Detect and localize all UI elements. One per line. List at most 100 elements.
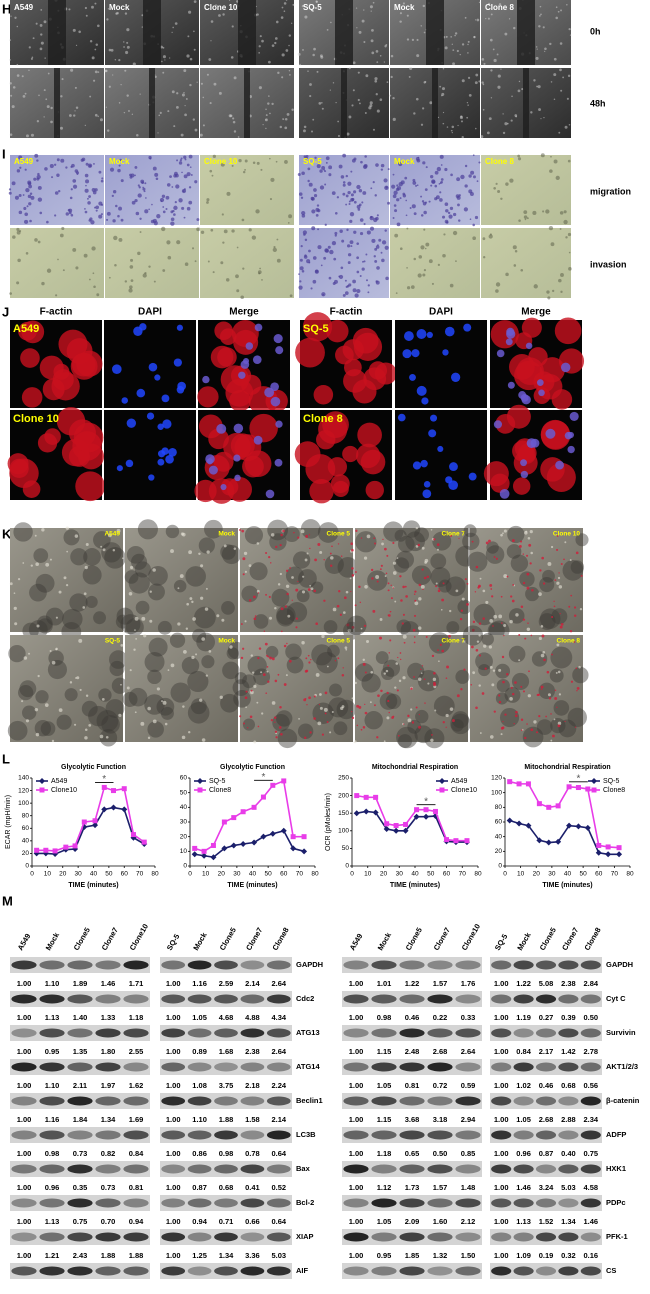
cell-texture — [394, 233, 399, 238]
cell-texture — [95, 205, 100, 210]
cell-texture — [513, 26, 516, 30]
cell-texture — [321, 733, 324, 736]
x-tick-label: 40 — [249, 871, 257, 878]
cell-texture — [460, 174, 465, 180]
x-tick-label: 30 — [396, 871, 404, 878]
cell-texture — [228, 114, 232, 118]
cell-texture — [275, 20, 279, 24]
cell-texture — [317, 209, 321, 213]
cell-texture — [71, 163, 75, 168]
y-tick-label: 50 — [342, 845, 350, 852]
cell-texture — [536, 48, 538, 50]
cell-texture — [336, 196, 340, 199]
cell-texture — [392, 571, 397, 575]
cell-texture — [468, 174, 472, 178]
cell-texture — [21, 75, 24, 78]
cell-texture — [442, 349, 449, 356]
cell-texture — [313, 589, 317, 593]
wound-gap — [143, 0, 161, 65]
cell-texture — [311, 197, 315, 201]
cell-texture — [467, 76, 471, 79]
cell-texture — [176, 159, 179, 162]
cell-texture — [538, 714, 541, 718]
cell-texture — [121, 557, 124, 560]
cell-texture — [474, 81, 478, 85]
cell-texture — [478, 664, 491, 677]
density-value: 2.34 — [583, 1115, 598, 1124]
cell-texture — [160, 706, 174, 720]
x-tick-label: 0 — [30, 871, 34, 878]
cell-texture — [207, 260, 210, 263]
cell-texture — [94, 48, 97, 51]
density-value: 0.72 — [433, 1081, 448, 1090]
cell-texture — [288, 659, 292, 663]
cell-texture — [363, 556, 368, 560]
cell-texture — [414, 599, 417, 602]
cell-texture — [559, 228, 562, 230]
cell-texture — [179, 159, 182, 162]
x-tick-label: 70 — [136, 871, 144, 878]
cell-texture — [356, 242, 360, 245]
blot-band — [399, 1062, 425, 1072]
cell-texture — [502, 113, 504, 115]
cell-texture — [396, 619, 412, 635]
cell-texture — [432, 677, 437, 682]
cell-texture — [490, 69, 493, 72]
cell-texture — [306, 704, 308, 706]
density-value: 3.24 — [539, 1183, 554, 1192]
cell-texture — [396, 689, 399, 692]
cell-texture — [450, 372, 461, 382]
cell-texture — [61, 226, 65, 231]
cell-texture — [283, 2, 287, 5]
cell-texture — [472, 671, 476, 675]
protein-label: Beclin1 — [296, 1096, 323, 1105]
cell-texture — [538, 108, 541, 111]
blot-band — [214, 1028, 238, 1038]
cell-texture — [174, 22, 178, 25]
blot-band — [580, 960, 601, 970]
cell-texture — [402, 520, 421, 538]
blot-band — [513, 960, 534, 970]
cell-texture — [365, 480, 384, 500]
data-point — [555, 838, 562, 845]
cell-texture — [514, 681, 517, 684]
cell-texture — [354, 293, 359, 298]
cell-texture — [183, 188, 186, 191]
protein-label: GAPDH — [296, 960, 323, 969]
y-tick-label: 40 — [180, 804, 188, 811]
cell-texture — [421, 200, 425, 203]
cell-texture — [492, 48, 495, 51]
cell-texture — [547, 693, 551, 697]
cell-texture — [421, 568, 424, 571]
cell-texture — [352, 379, 377, 404]
density-value: 0.59 — [461, 1081, 476, 1090]
data-point — [354, 793, 360, 799]
cell-texture — [152, 719, 157, 724]
cell-texture — [533, 371, 555, 393]
cell-texture — [212, 154, 216, 159]
cell-texture — [148, 265, 151, 268]
blot-band — [427, 960, 453, 970]
cell-texture — [162, 210, 166, 214]
cell-texture — [231, 164, 234, 167]
cell-texture — [246, 726, 249, 729]
cell-texture — [188, 730, 191, 734]
cell-texture — [526, 217, 529, 220]
cell-texture — [352, 61, 356, 65]
cell-texture — [381, 240, 387, 245]
cell-texture — [94, 70, 98, 74]
density-value: 2.14 — [245, 979, 260, 988]
cell-texture — [312, 702, 334, 724]
data-point — [453, 838, 459, 844]
cell-texture — [125, 50, 129, 55]
cell-texture — [487, 17, 490, 20]
cell-texture — [362, 658, 365, 662]
cell-texture — [154, 75, 157, 78]
cell-texture — [327, 644, 340, 658]
cell-texture — [557, 724, 561, 728]
cell-texture — [445, 35, 448, 38]
density-value: 1.25 — [192, 1251, 207, 1260]
cell-texture — [39, 211, 43, 215]
cell-texture — [520, 470, 529, 479]
